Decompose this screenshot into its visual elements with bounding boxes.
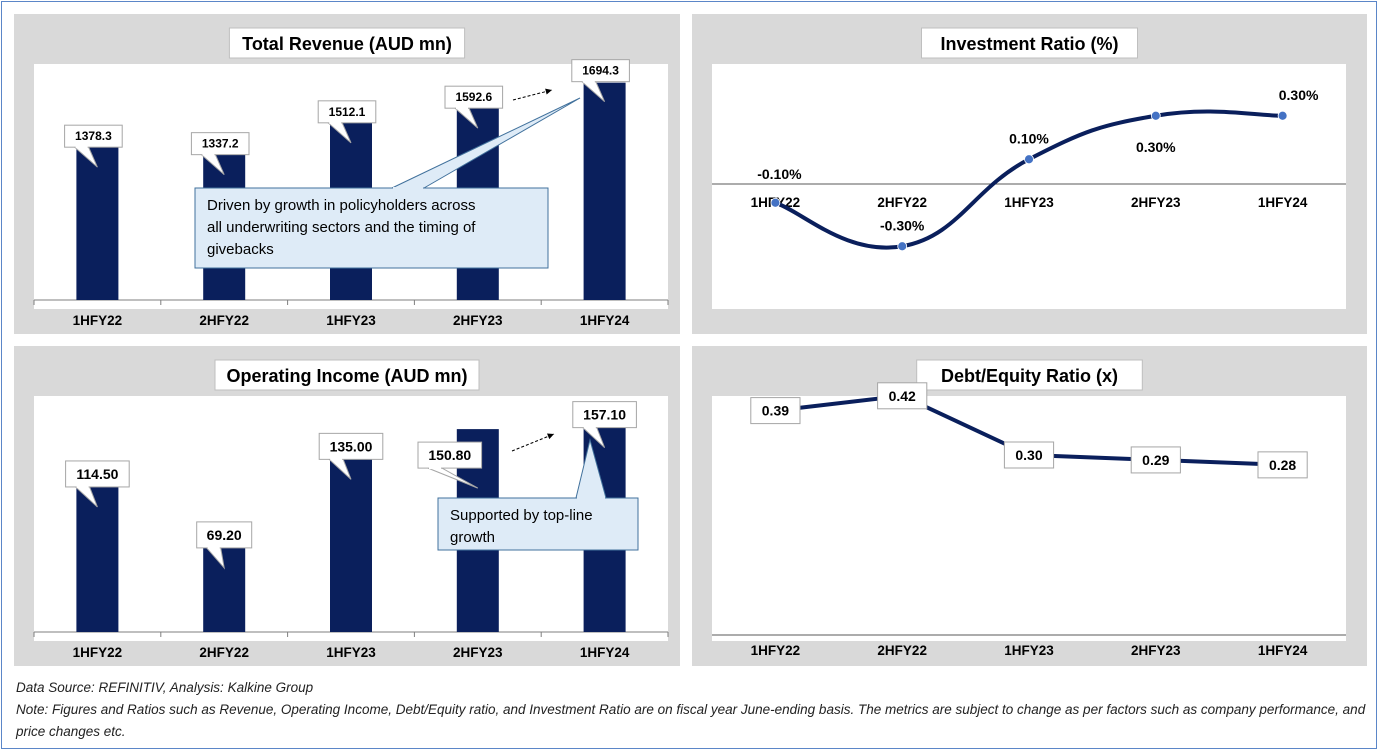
data-label: 0.30% bbox=[1279, 87, 1319, 103]
data-label: 114.50 bbox=[76, 466, 118, 482]
trend-arrow-head bbox=[547, 433, 554, 440]
annotation-text: Supported by top-line growth bbox=[450, 507, 593, 546]
x-tick-label: 1HFY23 bbox=[326, 313, 376, 328]
panel-investment-ratio: Investment Ratio (%)1HFY222HFY221HFY232H… bbox=[692, 14, 1367, 334]
x-tick-label: 1HFY24 bbox=[580, 313, 630, 328]
panel-total-revenue: Total Revenue (AUD mn) 1HFY22 2HFY22 1HFY23… bbox=[14, 14, 680, 334]
chart-title-box bbox=[228, 27, 466, 59]
chart-debt-equity: Debt/Equity Ratio (x) 1HFY22 2HFY22 1HFY23 2… bbox=[712, 359, 1346, 658]
x-tick-label: 2HFY23 bbox=[453, 313, 503, 328]
data-label-box bbox=[1003, 441, 1055, 469]
data-label-box bbox=[318, 432, 384, 460]
annotation-text: Driven by growth in policyholders across… bbox=[207, 197, 476, 258]
data-label-box bbox=[877, 382, 928, 410]
data-label: 69.20 bbox=[207, 527, 242, 543]
note-text: Note: Figures and Ratios such as Revenue… bbox=[16, 702, 1366, 739]
data-label-box bbox=[417, 441, 483, 469]
chart-investment-ratio: Investment Ratio (%)1HFY222HFY221HFY232H… bbox=[712, 27, 1346, 309]
panel-debt-equity: Debt/Equity Ratio (x) 1HFY22 2HFY22 1HFY23 2… bbox=[692, 346, 1367, 666]
chart-title: Operating Income (AUD mn) bbox=[226, 366, 467, 386]
x-tick-label: 1HFY23 bbox=[1004, 643, 1054, 658]
x-tick-label: 1HFY24 bbox=[1258, 643, 1308, 658]
x-tick-label: 2HFY23 bbox=[453, 645, 503, 660]
x-tick-label: 1HFY24 bbox=[1258, 195, 1308, 210]
trend-arrow-head bbox=[545, 88, 552, 95]
annotation-box bbox=[194, 187, 549, 269]
data-label: 0.29 bbox=[1142, 452, 1169, 468]
plot-area bbox=[712, 396, 1346, 641]
x-tick-label: 2HFY22 bbox=[199, 313, 249, 328]
bar-1hfy23 bbox=[330, 450, 372, 632]
bar-1hfy22 bbox=[76, 477, 119, 632]
data-label: -0.10% bbox=[757, 166, 802, 182]
x-tick-label: 2HFY22 bbox=[877, 643, 927, 658]
data-label-box bbox=[64, 124, 123, 148]
annotation-pointer bbox=[575, 438, 607, 499]
data-label-box bbox=[1257, 451, 1308, 479]
plot-area bbox=[712, 64, 1346, 309]
data-label: 1337.2 bbox=[202, 137, 239, 151]
data-label: 0.30 bbox=[1015, 447, 1042, 463]
x-tick-label: 1HFY24 bbox=[580, 645, 630, 660]
data-label: 0.42 bbox=[889, 388, 916, 404]
trend-arrow bbox=[511, 433, 555, 452]
footer: Data Source: REFINITIV, Analysis: Kalkin… bbox=[16, 677, 1366, 743]
x-tick-label: 2HFY23 bbox=[1131, 195, 1181, 210]
data-point-1hfy22 bbox=[770, 197, 781, 208]
data-label-box bbox=[317, 100, 377, 124]
x-tick-label: 1HFY22 bbox=[751, 643, 801, 658]
annotation-box bbox=[437, 497, 639, 551]
data-label-box bbox=[572, 401, 637, 429]
data-point-1hfy24 bbox=[1277, 110, 1288, 121]
data-label: 0.10% bbox=[1009, 130, 1049, 146]
x-tick-label: 1HFY23 bbox=[1004, 195, 1054, 210]
chart-title-box bbox=[916, 359, 1143, 391]
x-tick-label: 1HFY23 bbox=[326, 645, 376, 660]
x-tick-label: 2HFY22 bbox=[877, 195, 927, 210]
x-tick-label: 2HFY23 bbox=[1131, 643, 1181, 658]
data-source-text: Data Source: REFINITIV, Analysis: Kalkin… bbox=[16, 680, 314, 695]
trend-arrow bbox=[512, 89, 553, 101]
chart-title-box bbox=[214, 359, 480, 391]
chart-title: Total Revenue (AUD mn) bbox=[242, 34, 452, 54]
x-tick-label: 1HFY22 bbox=[73, 313, 123, 328]
data-label: 1694.3 bbox=[582, 64, 619, 78]
data-label: 1378.3 bbox=[75, 129, 112, 143]
bar-1hfy22 bbox=[76, 140, 119, 300]
chart-title: Investment Ratio (%) bbox=[940, 34, 1118, 54]
chart-title-box bbox=[921, 27, 1138, 59]
data-label: 150.80 bbox=[428, 447, 471, 463]
data-label: 0.28 bbox=[1269, 457, 1296, 473]
panel-operating-income: Operating Income (AUD mn) 1HFY22 2HFY22 1HF… bbox=[14, 346, 680, 666]
x-tick-label: 2HFY22 bbox=[199, 645, 249, 660]
data-label-box bbox=[65, 460, 130, 488]
data-point-2hfy22 bbox=[897, 241, 908, 252]
bar-2hfy22 bbox=[203, 538, 246, 632]
data-label-box bbox=[1130, 446, 1181, 474]
x-tick-label: 1HFY22 bbox=[73, 645, 123, 660]
data-point-1hfy23 bbox=[1024, 154, 1034, 165]
data-label: 157.10 bbox=[583, 407, 626, 423]
data-label-box bbox=[190, 132, 250, 156]
series-line bbox=[774, 109, 1283, 250]
bar-1hfy24 bbox=[583, 82, 626, 300]
annotation-pointer bbox=[391, 97, 581, 189]
data-label: 0.30% bbox=[1136, 139, 1176, 155]
data-label: 135.00 bbox=[330, 438, 373, 454]
chart-operating-income: Operating Income (AUD mn) 1HFY22 2HFY22 1HF… bbox=[33, 359, 669, 660]
chart-title: Debt/Equity Ratio (x) bbox=[941, 366, 1118, 386]
data-label-box bbox=[750, 397, 801, 425]
data-label-box bbox=[196, 521, 253, 549]
data-label: 0.39 bbox=[762, 403, 789, 419]
data-label-box bbox=[571, 59, 630, 83]
chart-total-revenue: Total Revenue (AUD mn) 1HFY22 2HFY22 1HFY23… bbox=[33, 27, 669, 328]
data-label: 1592.6 bbox=[455, 90, 492, 104]
data-label: 1512.1 bbox=[329, 105, 366, 119]
data-point-2hfy23 bbox=[1150, 110, 1161, 121]
data-label: -0.30% bbox=[880, 217, 925, 233]
data-label-box bbox=[444, 85, 504, 109]
